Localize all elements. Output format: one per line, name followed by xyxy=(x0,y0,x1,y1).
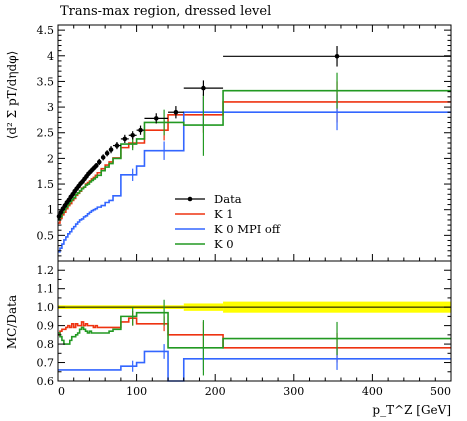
legend-label: K 0 MPI off xyxy=(214,222,281,236)
ratio-line-k-0-mpi-off xyxy=(58,350,451,382)
top-y-tick-label: 4.5 xyxy=(37,24,55,37)
data-point xyxy=(138,127,143,133)
ratio-y-tick-label: 1.0 xyxy=(37,301,55,314)
ratio-line-k-1 xyxy=(58,317,451,349)
top-y-axis-label: ⟨d² Σ pT/dηdφ⟩ xyxy=(5,51,19,140)
x-tick-label: 0 xyxy=(58,385,65,398)
legend-marker xyxy=(187,196,193,202)
x-tick-label: 100 xyxy=(126,385,147,398)
top-y-tick-label: 3.5 xyxy=(37,75,55,88)
top-y-tick-label: 3 xyxy=(47,101,54,114)
ratio-panel-frame xyxy=(57,260,452,382)
x-tick-label: 200 xyxy=(205,385,226,398)
data-point xyxy=(130,133,135,138)
x-tick-label: 400 xyxy=(362,385,383,398)
ratio-y-axis-label: MC/Data xyxy=(5,295,19,349)
data-point xyxy=(104,150,110,156)
top-y-tick-label: 1.5 xyxy=(37,178,55,191)
top-y-tick-label: 4 xyxy=(47,50,54,63)
series-line-k-0-mpi-off xyxy=(58,111,451,253)
ratio-y-tick-label: 0.8 xyxy=(37,338,55,351)
data-point xyxy=(100,155,106,160)
ratio-plot-panel: 0.6 0.7 0.8 0.9 1.0 1.1 1.2 0 100 200 300 400 500 xyxy=(37,260,452,398)
data-point xyxy=(114,143,120,148)
top-y-tick-label: 0.5 xyxy=(37,229,55,242)
x-tick-label: 500 xyxy=(430,385,451,398)
data-point xyxy=(153,116,159,121)
x-tick-label: 300 xyxy=(283,385,304,398)
top-y-tick-label: 2.5 xyxy=(37,127,55,140)
ratio-y-tick-label: 1.2 xyxy=(37,264,55,277)
chart-title: Trans-max region, dressed level xyxy=(60,4,271,19)
top-y-tick-label: 2 xyxy=(47,152,54,165)
ratio-y-tick-label: 1.1 xyxy=(37,283,55,296)
data-point xyxy=(334,53,340,59)
ratio-line-k-0 xyxy=(58,311,451,349)
data-point xyxy=(108,147,114,152)
ratio-y-tick-label: 0.7 xyxy=(37,357,55,370)
legend-label: K 0 xyxy=(214,237,234,251)
series-line-k-0 xyxy=(58,89,451,221)
data-point xyxy=(122,136,128,142)
legend-label: K 1 xyxy=(214,207,234,221)
data-point xyxy=(201,85,206,91)
x-axis-label: p_T^Z [GeV] xyxy=(372,403,451,417)
top-y-tick-label: 1 xyxy=(47,204,54,217)
data-point xyxy=(58,209,64,215)
ratio-y-tick-label: 0.6 xyxy=(37,375,55,388)
ratio-y-tick-label: 0.9 xyxy=(37,320,55,333)
data-point xyxy=(96,159,102,165)
legend-label: Data xyxy=(214,192,242,206)
series-line-k-1 xyxy=(58,101,451,224)
data-point xyxy=(173,109,179,115)
data-point xyxy=(94,163,99,168)
